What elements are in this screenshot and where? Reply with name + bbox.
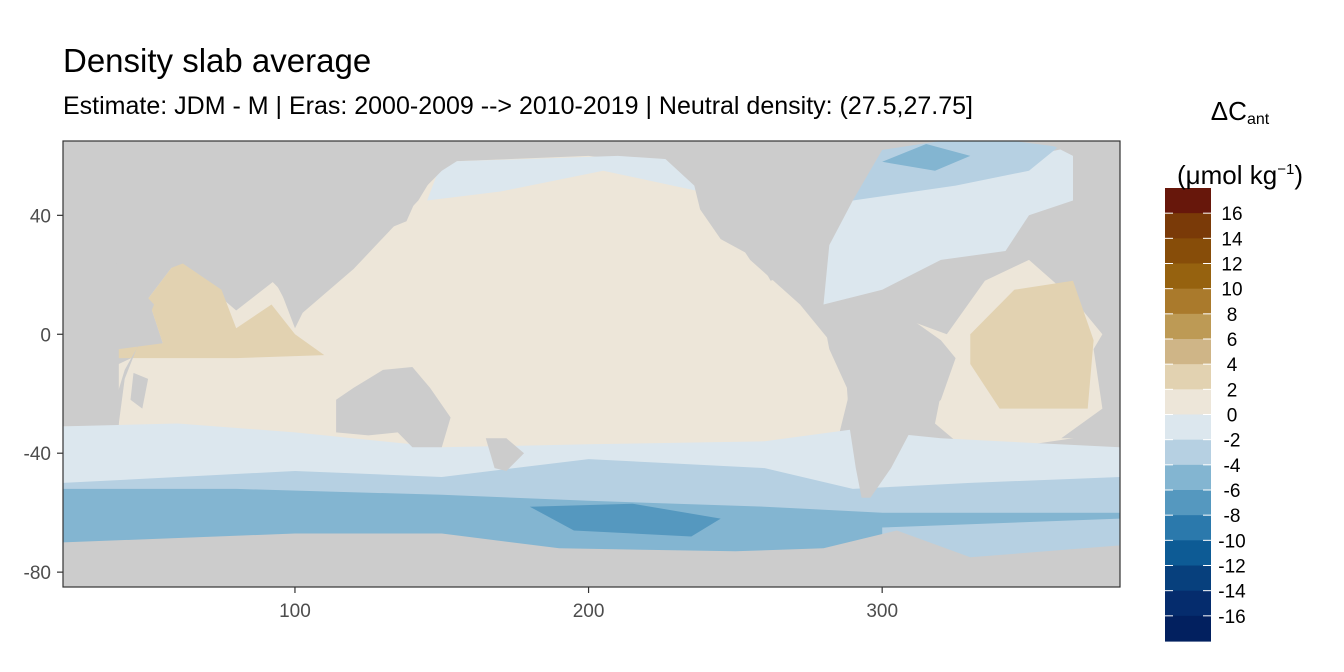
- colorbar-swatch: [1165, 565, 1211, 592]
- colorbar-swatch: [1165, 615, 1211, 642]
- eurasia-africa-americas: [63, 141, 1120, 424]
- legend-unit-superscript: −1: [1277, 161, 1295, 178]
- colorbar-label: -16: [1218, 607, 1245, 628]
- colorbar-swatch: [1165, 590, 1211, 617]
- colorbar-swatch: [1165, 288, 1211, 315]
- southern-ocean-core: [529, 503, 721, 537]
- legend-subscript: ant: [1246, 111, 1270, 128]
- colorbar-swatch: [1165, 339, 1211, 365]
- legend-title: ΔCant (μmol kg−1): [1140, 86, 1340, 200]
- y-tick-label: 0: [40, 325, 51, 346]
- colorbar-swatch: [1165, 364, 1211, 390]
- colorbar-label: -6: [1224, 481, 1241, 502]
- legend-unit-suffix: ): [1294, 160, 1303, 190]
- north-atlantic: [823, 146, 1073, 305]
- colorbar-label: -12: [1218, 557, 1245, 578]
- new-zealand: [485, 438, 524, 471]
- labrador-sea: [882, 144, 971, 171]
- colorbar-swatch: [1165, 263, 1211, 290]
- legend-symbol: ΔC: [1210, 96, 1247, 126]
- colorbar-swatch: [1165, 313, 1211, 340]
- colorbar-swatch: [1165, 213, 1211, 239]
- legend-unit-prefix: (μmol kg: [1177, 160, 1278, 190]
- colorbar-label: 12: [1221, 255, 1242, 276]
- colorbar-label: -10: [1218, 531, 1245, 552]
- panel-border: [62, 140, 1121, 588]
- colorbar-swatch: [1165, 439, 1211, 466]
- colorbar-swatch: [1165, 414, 1211, 441]
- colorbar-label: -2: [1224, 431, 1241, 452]
- north-pacific-subpolar: [427, 155, 706, 201]
- colorbar-swatch: [1165, 389, 1211, 416]
- pacific-indian-basin: [63, 155, 853, 483]
- chart-subtitle: Estimate: JDM - M | Eras: 2000-2009 --> …: [63, 92, 973, 120]
- colorbar-swatch: [1165, 515, 1211, 541]
- africa-east-wrap: [1061, 149, 1120, 439]
- x-tick-label: 300: [866, 601, 898, 622]
- colorbar-label: 0: [1227, 406, 1238, 427]
- colorbar-swatch: [1165, 238, 1211, 265]
- antarctica: [63, 530, 1120, 587]
- colorbar-label: 14: [1221, 229, 1243, 250]
- land-masses: [63, 141, 1120, 587]
- colorbar-label: 2: [1227, 380, 1238, 401]
- y-tick-label: 40: [30, 206, 51, 227]
- colorbar-label: 16: [1221, 204, 1242, 225]
- indian-tan: [118, 259, 325, 359]
- colorbar-swatch: [1165, 490, 1211, 516]
- colorbar-label: 6: [1227, 330, 1238, 351]
- colorbar-label: -14: [1218, 582, 1246, 603]
- colorbar-label: -8: [1224, 506, 1241, 527]
- y-tick-label: -40: [24, 444, 51, 465]
- colorbar-swatch: [1165, 188, 1211, 214]
- x-tick-label: 200: [573, 601, 605, 622]
- colorbar-label: -4: [1224, 456, 1241, 477]
- y-tick-label: -80: [24, 563, 51, 584]
- eastern-tropical-atlantic: [970, 280, 1094, 409]
- colorbar-label: 10: [1221, 280, 1242, 301]
- colorbar-label: 8: [1227, 305, 1238, 326]
- colorbar-label: 4: [1227, 355, 1238, 376]
- x-tick-label: 100: [279, 601, 311, 622]
- map-panel: [63, 141, 1120, 587]
- madagascar: [130, 372, 149, 409]
- colorbar-swatch: [1165, 464, 1211, 491]
- australia: [336, 367, 451, 448]
- chart-title: Density slab average: [63, 42, 372, 79]
- colorbar-swatch: [1165, 540, 1211, 567]
- south-america: [823, 298, 956, 498]
- colorbar: 16 14 12 10 8 6 4 2 0 -2 -4 -6 -8 -10 -12 -14 -16: [1165, 188, 1246, 642]
